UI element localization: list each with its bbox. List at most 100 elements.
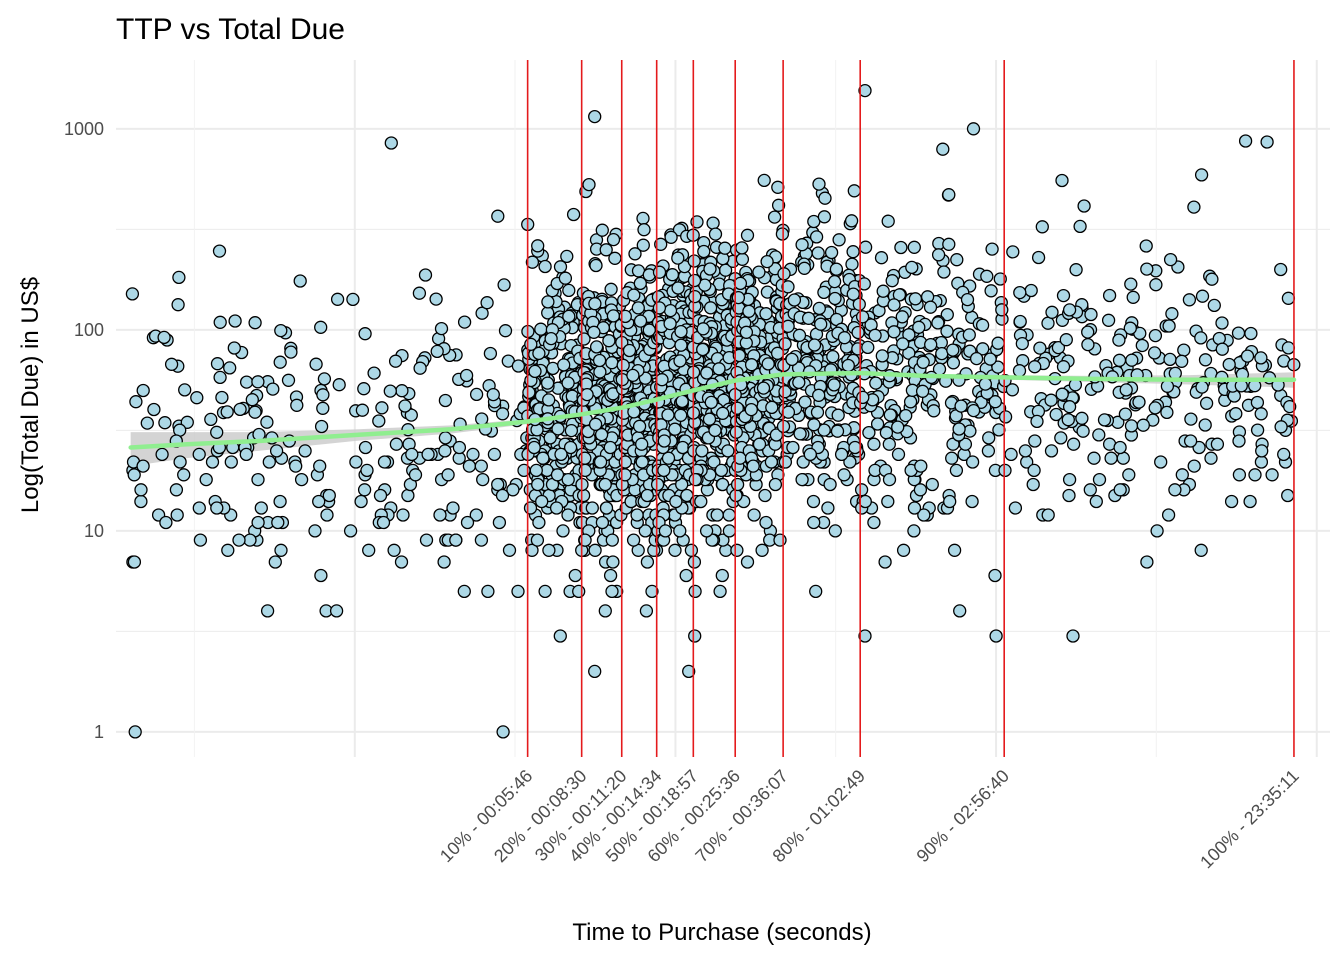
data-point — [812, 177, 826, 191]
data-point — [1205, 272, 1219, 286]
data-point — [1013, 285, 1027, 300]
data-point — [1183, 434, 1198, 448]
data-point — [674, 338, 688, 352]
data-point — [1015, 336, 1029, 351]
data-point — [210, 501, 224, 515]
data-point — [637, 223, 651, 237]
data-point — [688, 472, 702, 487]
data-point — [495, 407, 510, 421]
data-point — [682, 664, 696, 679]
data-point — [346, 292, 360, 307]
data-point — [178, 383, 192, 397]
data-point — [885, 274, 899, 288]
data-point — [696, 322, 710, 336]
data-point — [778, 337, 792, 351]
data-point — [245, 393, 259, 407]
data-point — [543, 431, 557, 445]
data-point — [528, 364, 542, 379]
data-point — [618, 468, 632, 482]
data-point — [491, 477, 505, 492]
data-point — [1148, 328, 1163, 343]
data-point — [254, 501, 268, 515]
data-point — [1062, 400, 1077, 414]
y-tick-label: 1 — [94, 722, 104, 742]
data-point — [212, 244, 227, 258]
data-point — [529, 463, 543, 478]
data-point — [1033, 341, 1047, 355]
data-point — [487, 447, 502, 462]
data-point — [314, 568, 328, 583]
data-point — [192, 447, 206, 462]
data-point — [696, 342, 710, 357]
data-point — [626, 533, 641, 547]
data-point — [981, 444, 996, 458]
data-point — [671, 251, 685, 265]
data-point — [870, 417, 885, 431]
data-point — [1055, 173, 1069, 188]
quantile-lines — [526, 60, 1295, 757]
data-point — [401, 488, 415, 503]
data-point — [778, 385, 792, 399]
data-point — [269, 444, 284, 458]
data-point — [917, 508, 931, 522]
data-point — [438, 444, 452, 458]
data-point — [434, 321, 449, 336]
data-point — [367, 366, 381, 380]
data-point — [1199, 396, 1214, 410]
data-point — [560, 249, 574, 264]
data-point — [963, 424, 977, 438]
data-point — [960, 292, 975, 307]
data-point — [469, 508, 483, 522]
data-point — [703, 262, 717, 276]
data-point — [408, 468, 423, 482]
data-point — [687, 555, 702, 569]
data-point — [854, 483, 869, 497]
data-point — [707, 455, 721, 469]
data-point — [1122, 468, 1136, 482]
data-point — [891, 447, 906, 462]
data-point — [841, 358, 855, 373]
data-point — [127, 468, 141, 482]
data-point — [847, 184, 861, 198]
data-point — [213, 315, 227, 329]
data-point — [668, 543, 682, 557]
data-point — [542, 393, 556, 407]
data-point — [1041, 316, 1055, 330]
data-point — [429, 292, 443, 306]
data-point — [251, 375, 265, 389]
data-point — [823, 477, 837, 492]
data-point — [177, 468, 191, 482]
data-point — [758, 488, 772, 503]
data-point — [129, 395, 143, 409]
data-point — [937, 265, 951, 279]
data-point — [998, 463, 1012, 478]
data-point — [608, 251, 622, 265]
data-point — [616, 358, 630, 372]
data-point — [914, 459, 928, 473]
data-point — [882, 472, 897, 487]
data-point — [419, 533, 434, 547]
data-point — [262, 455, 276, 469]
data-point — [934, 335, 948, 350]
data-point — [983, 352, 997, 366]
data-point — [845, 257, 859, 271]
data-point — [663, 303, 678, 318]
data-point — [1260, 135, 1274, 149]
data-point — [158, 416, 172, 430]
data-point — [329, 604, 344, 618]
data-point — [395, 384, 409, 398]
data-point — [844, 214, 859, 228]
data-point — [486, 387, 500, 402]
data-point — [134, 483, 148, 497]
data-point — [764, 455, 779, 469]
data-point — [159, 515, 173, 530]
data-point — [700, 366, 714, 380]
data-point — [817, 210, 832, 224]
data-point — [199, 472, 213, 487]
data-point — [1154, 455, 1168, 469]
data-point — [1008, 501, 1023, 515]
data-point — [1104, 451, 1118, 465]
data-point — [792, 375, 806, 390]
data-point — [740, 228, 755, 242]
data-point — [843, 455, 857, 469]
